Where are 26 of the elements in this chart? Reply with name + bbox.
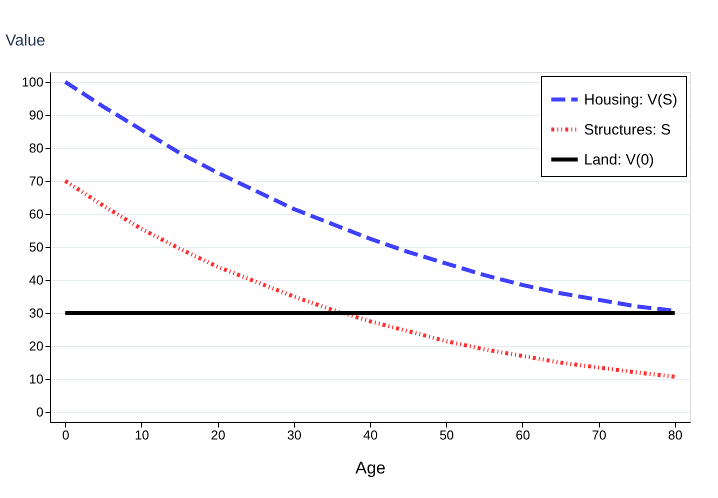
x-tick-label: 30 — [287, 428, 302, 442]
x-tick-label: 40 — [363, 428, 378, 442]
x-tick-label: 50 — [439, 428, 454, 442]
legend-label: Land: V(0) — [584, 152, 654, 168]
y-tick-label: 0 — [36, 404, 44, 420]
x-tick-label: 80 — [668, 428, 682, 442]
y-tick-label: 60 — [29, 206, 44, 222]
x-tick-label: 10 — [134, 428, 150, 442]
y-axis-title: Value — [6, 32, 46, 50]
line-series — [63, 178, 677, 379]
y-tick-label: 50 — [29, 240, 44, 254]
y-tick-label: 20 — [29, 338, 44, 354]
x-tick-label: 60 — [516, 428, 530, 442]
y-tick-label: 40 — [29, 272, 44, 288]
y-tick-label: 30 — [29, 306, 44, 321]
legend-label: Housing: V(S) — [584, 92, 678, 108]
y-tick-label: 90 — [29, 107, 44, 122]
x-tick-label: 0 — [62, 428, 70, 442]
y-tick-label: 70 — [29, 173, 44, 188]
legend-label: Structures: S — [584, 122, 671, 138]
x-axis-title: Age — [355, 458, 386, 478]
y-tick-label: 100 — [22, 74, 44, 90]
y-tick-label: 10 — [29, 372, 44, 387]
y-tick-label: 80 — [29, 140, 44, 156]
x-tick-label: 20 — [210, 428, 226, 442]
x-tick-label: 70 — [592, 428, 606, 442]
